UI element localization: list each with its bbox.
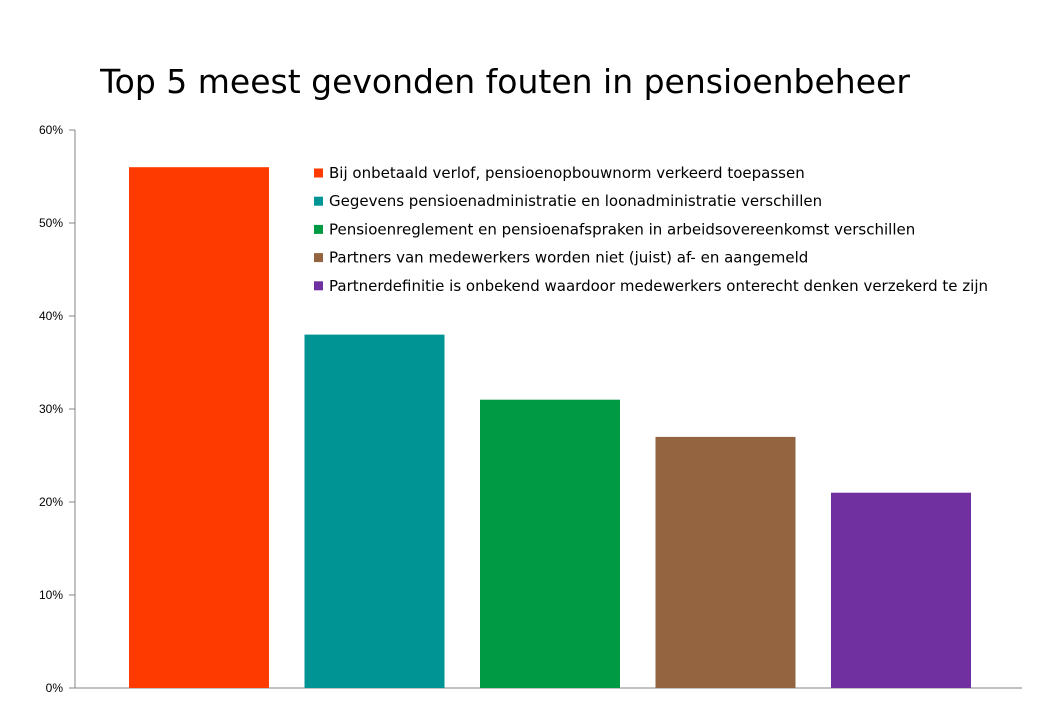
bar <box>655 436 796 688</box>
legend-swatch <box>314 224 323 234</box>
legend-label: Partners van medewerkers worden niet (ju… <box>329 249 808 267</box>
bar <box>831 492 971 688</box>
chart-title: Top 5 meest gevonden fouten in pensioenb… <box>100 62 910 101</box>
legend-swatch <box>314 253 323 263</box>
y-tick-label: 40% <box>39 309 63 323</box>
y-tick-label: 30% <box>39 402 63 416</box>
legend-label: Gegevens pensioenadministratie en loonad… <box>329 192 822 210</box>
y-tick-label: 0% <box>46 681 64 695</box>
y-tick-label: 10% <box>39 588 63 602</box>
legend-swatch <box>314 196 323 206</box>
y-tick-label: 50% <box>39 216 63 230</box>
legend-swatch <box>314 168 323 178</box>
bar <box>304 334 445 688</box>
legend-label: Pensioenreglement en pensioenafspraken i… <box>329 220 915 238</box>
legend-label: Partnerdefinitie is onbekend waardoor me… <box>329 277 988 295</box>
bar <box>129 167 269 688</box>
bars <box>129 167 971 688</box>
legend: Bij onbetaald verlof, pensioenopbouwnorm… <box>314 164 988 295</box>
y-tick-label: 60% <box>39 123 63 137</box>
bar <box>480 399 620 688</box>
y-tick-label: 20% <box>39 495 63 509</box>
legend-label: Bij onbetaald verlof, pensioenopbouwnorm… <box>329 164 805 182</box>
legend-swatch <box>314 281 323 291</box>
